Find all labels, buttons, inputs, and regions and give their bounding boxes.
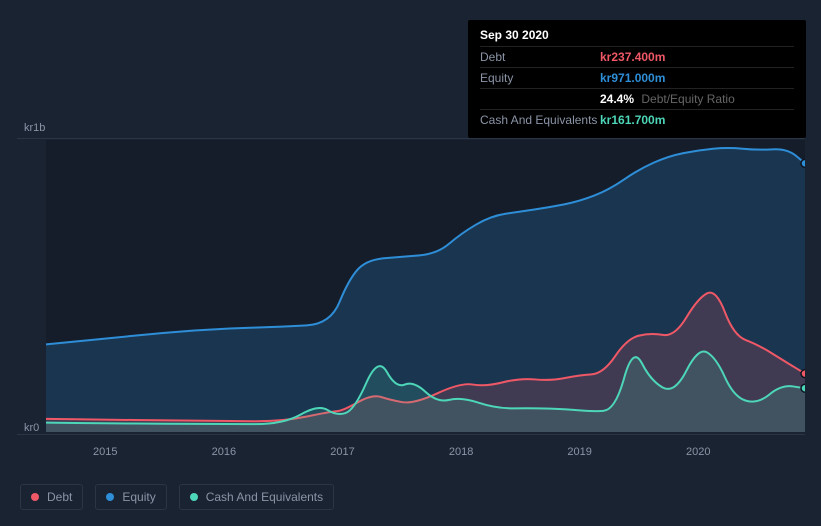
x-tick: 2016 (212, 446, 236, 458)
series-end-marker (801, 370, 805, 378)
debt-dot-icon (31, 493, 39, 501)
chart-legend: Debt Equity Cash And Equivalents (20, 484, 334, 510)
axis-top-line (17, 138, 805, 139)
tooltip-ratio-label: Debt/Equity Ratio (641, 92, 734, 106)
axis-bottom-line (17, 434, 805, 435)
tooltip-debt-label: Debt (480, 50, 600, 64)
tooltip-cash-label: Cash And Equivalents (480, 113, 600, 127)
legend-item-cash[interactable]: Cash And Equivalents (179, 484, 334, 510)
legend-item-equity[interactable]: Equity (95, 484, 166, 510)
x-tick: 2015 (93, 446, 117, 458)
tooltip-date: Sep 30 2020 (480, 28, 794, 42)
tooltip-equity-label: Equity (480, 71, 600, 85)
chart-svg (46, 140, 805, 432)
x-tick: 2018 (449, 446, 473, 458)
tooltip-debt-value: kr237.400m (600, 50, 665, 64)
legend-label: Equity (122, 490, 155, 504)
legend-label: Debt (47, 490, 72, 504)
chart-plot-area (46, 140, 805, 432)
x-tick: 2017 (330, 446, 354, 458)
series-end-marker (801, 159, 805, 167)
chart-tooltip: Sep 30 2020 Debt kr237.400m Equity kr971… (468, 20, 806, 138)
tooltip-equity-value: kr971.000m (600, 71, 665, 85)
legend-item-debt[interactable]: Debt (20, 484, 83, 510)
y-tick-bottom: kr0 (24, 422, 39, 434)
legend-label: Cash And Equivalents (206, 490, 323, 504)
tooltip-ratio-pct: 24.4% (600, 92, 634, 106)
y-tick-top: kr1b (24, 122, 45, 134)
x-tick: 2019 (567, 446, 591, 458)
equity-dot-icon (106, 493, 114, 501)
x-tick: 2020 (686, 446, 710, 458)
tooltip-ratio-spacer (480, 92, 600, 106)
cash-dot-icon (190, 493, 198, 501)
series-end-marker (801, 384, 805, 392)
tooltip-cash-value: kr161.700m (600, 113, 665, 127)
